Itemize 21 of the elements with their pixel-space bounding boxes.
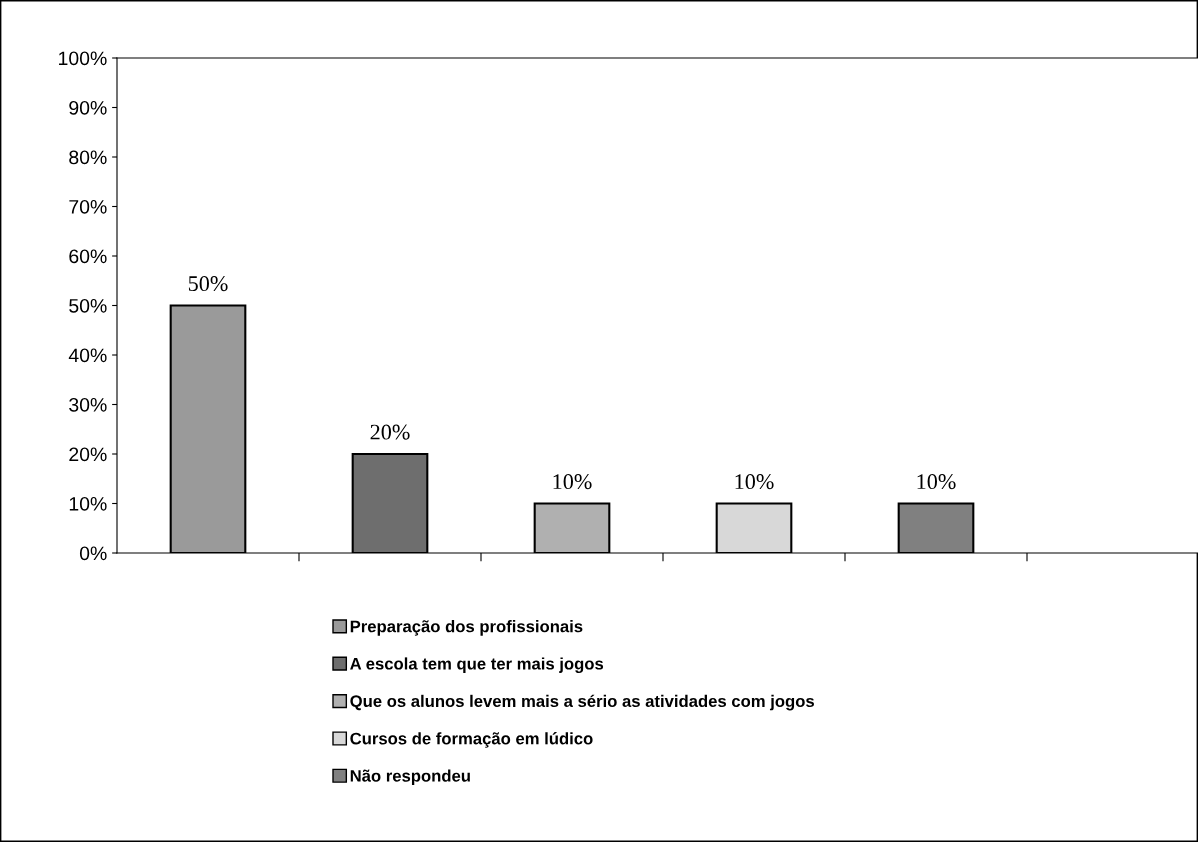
legend-label: Cursos de formação em lúdico [350, 732, 593, 748]
y-tick-label: 50% [69, 298, 107, 313]
y-tick-label: 30% [69, 397, 107, 412]
y-tick-label: 60% [69, 249, 107, 264]
y-tick-label: 100% [59, 51, 107, 66]
legend-label: A escola tem que ter mais jogos [350, 657, 604, 673]
y-tick-label: 20% [69, 447, 107, 462]
text: 10% [735, 474, 774, 490]
legend-label: Que os alunos levem mais a sério as atividades com jogos [350, 694, 814, 711]
y-tick-label: 80% [69, 150, 107, 165]
text: 10% [553, 474, 592, 490]
y-tick-label: 0% [79, 546, 107, 561]
y-tick-label: 90% [69, 100, 107, 115]
legend-label: Preparação dos profissionais [350, 620, 583, 636]
y-tick-label: 10% [69, 496, 107, 511]
y-tick-label: 40% [68, 348, 107, 363]
legend-label: Não respondeu [350, 769, 470, 786]
y-tick-label: 70% [69, 199, 107, 214]
text: 50% [188, 276, 228, 292]
text: 20% [370, 424, 410, 440]
text: 10% [917, 474, 956, 490]
